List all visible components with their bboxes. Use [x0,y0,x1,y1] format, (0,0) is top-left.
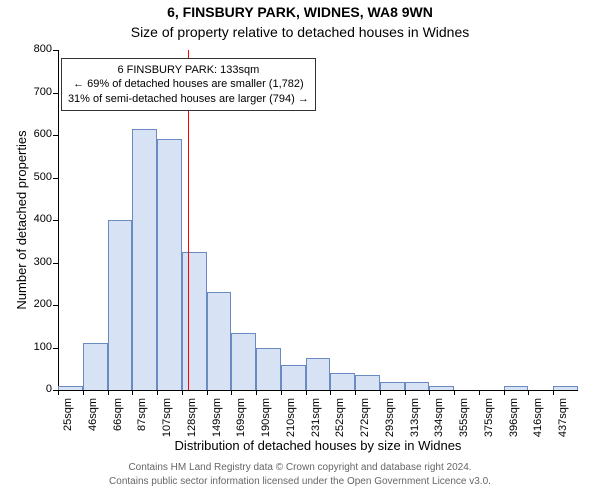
x-tick-mark [231,390,232,395]
x-tick-mark [355,390,356,395]
x-tick-label: 190sqm [260,398,272,438]
x-tick-mark [132,390,133,395]
x-tick-label: 334sqm [433,398,445,438]
x-tick-label: 210sqm [285,398,297,438]
histogram-bar [256,348,281,391]
y-tick-mark [53,263,58,264]
x-tick-mark [479,390,480,395]
x-tick-mark [58,390,59,395]
x-tick-label: 375sqm [483,398,495,438]
y-tick-mark [53,178,58,179]
x-tick-mark [380,390,381,395]
annotation-box: 6 FINSBURY PARK: 133sqm← 69% of detached… [61,58,316,111]
x-axis-line [58,390,578,391]
histogram-bar [553,386,578,390]
x-tick-mark [207,390,208,395]
x-tick-label: 149sqm [211,398,223,438]
histogram-chart: 010020030040050060070080025sqm46sqm66sqm… [58,50,578,390]
x-tick-mark [330,390,331,395]
x-tick-label: 87sqm [136,398,148,438]
y-tick-mark [53,348,58,349]
x-tick-mark [83,390,84,395]
x-tick-label: 107sqm [161,398,173,438]
y-tick-mark [53,305,58,306]
annotation-line: ← 69% of detached houses are smaller (1,… [68,77,309,91]
x-tick-mark [108,390,109,395]
histogram-bar [380,382,405,391]
histogram-bar [207,292,232,390]
histogram-bar [306,358,331,390]
x-axis-label: Distribution of detached houses by size … [58,438,578,453]
x-tick-label: 313sqm [409,398,421,438]
x-tick-mark [182,390,183,395]
histogram-bar [429,386,454,390]
annotation-line: 31% of semi-detached houses are larger (… [68,92,309,106]
x-tick-label: 396sqm [508,398,520,438]
x-tick-label: 231sqm [310,398,322,438]
histogram-bar [405,382,430,391]
x-tick-label: 416sqm [532,398,544,438]
y-axis-label: Number of detached properties [14,50,29,390]
x-tick-label: 355sqm [458,398,470,438]
x-tick-mark [281,390,282,395]
histogram-bar [83,343,108,390]
x-tick-label: 66sqm [112,398,124,438]
x-tick-label: 25sqm [62,398,74,438]
histogram-bar [132,129,157,390]
y-tick-mark [53,220,58,221]
x-tick-mark [454,390,455,395]
histogram-bar [231,333,256,390]
histogram-bar [281,365,306,391]
histogram-bar [504,386,529,390]
x-tick-label: 437sqm [557,398,569,438]
x-tick-mark [306,390,307,395]
annotation-line: 6 FINSBURY PARK: 133sqm [68,63,309,77]
x-tick-mark [256,390,257,395]
x-tick-mark [429,390,430,395]
histogram-bar [330,373,355,390]
x-tick-mark [405,390,406,395]
x-tick-label: 128sqm [186,398,198,438]
x-tick-mark [504,390,505,395]
histogram-bar [355,375,380,390]
y-axis-line [58,50,59,390]
histogram-bar [182,252,207,390]
histogram-bar [157,139,182,390]
x-tick-label: 272sqm [359,398,371,438]
histogram-bar [108,220,133,390]
footer-line-1: Contains HM Land Registry data © Crown c… [0,462,600,473]
sub-title: Size of property relative to detached ho… [0,24,600,40]
x-tick-label: 46sqm [87,398,99,438]
y-tick-mark [53,50,58,51]
y-tick-mark [53,135,58,136]
y-tick-mark [53,93,58,94]
x-tick-mark [528,390,529,395]
x-tick-label: 293sqm [384,398,396,438]
chart-container: 6, FINSBURY PARK, WIDNES, WA8 9WN Size o… [0,0,600,500]
x-tick-mark [157,390,158,395]
x-tick-mark [553,390,554,395]
main-title: 6, FINSBURY PARK, WIDNES, WA8 9WN [0,4,600,20]
x-tick-label: 252sqm [334,398,346,438]
x-tick-label: 169sqm [235,398,247,438]
histogram-bar [58,386,83,390]
footer-line-2: Contains public sector information licen… [0,476,600,487]
